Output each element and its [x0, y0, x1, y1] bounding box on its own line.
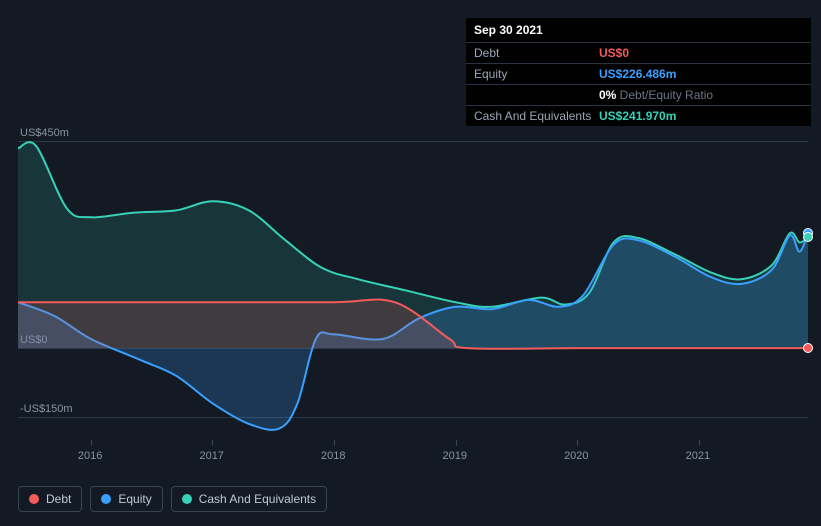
tooltip-date: Sep 30 2021	[466, 18, 811, 43]
x-axis-label: 2018	[321, 450, 345, 462]
x-tick	[334, 440, 335, 446]
tooltip-row-value: US$0	[599, 46, 629, 60]
legend-label: Equity	[118, 492, 151, 506]
legend-item-debt[interactable]: Debt	[18, 486, 82, 512]
x-tick	[91, 440, 92, 446]
x-tick	[456, 440, 457, 446]
debt-end-marker	[803, 343, 813, 353]
legend-dot-icon	[29, 494, 39, 504]
legend-dot-icon	[182, 494, 192, 504]
tooltip-row: EquityUS$226.486m	[466, 64, 811, 85]
x-axis-label: 2019	[443, 450, 467, 462]
x-axis-label: 2020	[564, 450, 588, 462]
tooltip-row: 0% Debt/Equity Ratio	[466, 85, 811, 106]
cash-end-marker	[803, 232, 813, 242]
legend-item-cash-and-equivalents[interactable]: Cash And Equivalents	[171, 486, 327, 512]
chart-tooltip: Sep 30 2021 DebtUS$0EquityUS$226.486m0% …	[466, 18, 811, 126]
tooltip-row-label: Debt	[474, 46, 599, 60]
tooltip-row-value: 0% Debt/Equity Ratio	[599, 88, 713, 102]
chart-legend: Debt Equity Cash And Equivalents	[18, 486, 327, 512]
x-tick	[699, 440, 700, 446]
tooltip-row-value: US$226.486m	[599, 67, 676, 81]
tooltip-row: Cash And EquivalentsUS$241.970m	[466, 106, 811, 126]
area-chart-svg	[18, 130, 808, 440]
legend-item-equity[interactable]: Equity	[90, 486, 162, 512]
x-axis-label: 2016	[78, 450, 102, 462]
tooltip-row-value: US$241.970m	[599, 109, 676, 123]
tooltip-row-label	[474, 88, 599, 102]
x-tick	[577, 440, 578, 446]
x-axis-label: 2017	[199, 450, 223, 462]
legend-dot-icon	[101, 494, 111, 504]
x-axis-label: 2021	[686, 450, 710, 462]
legend-label: Debt	[46, 492, 71, 506]
x-tick	[212, 440, 213, 446]
tooltip-row: DebtUS$0	[466, 43, 811, 64]
chart-plot-area	[18, 130, 808, 440]
legend-label: Cash And Equivalents	[199, 492, 316, 506]
tooltip-row-label: Equity	[474, 67, 599, 81]
tooltip-row-label: Cash And Equivalents	[474, 109, 599, 123]
